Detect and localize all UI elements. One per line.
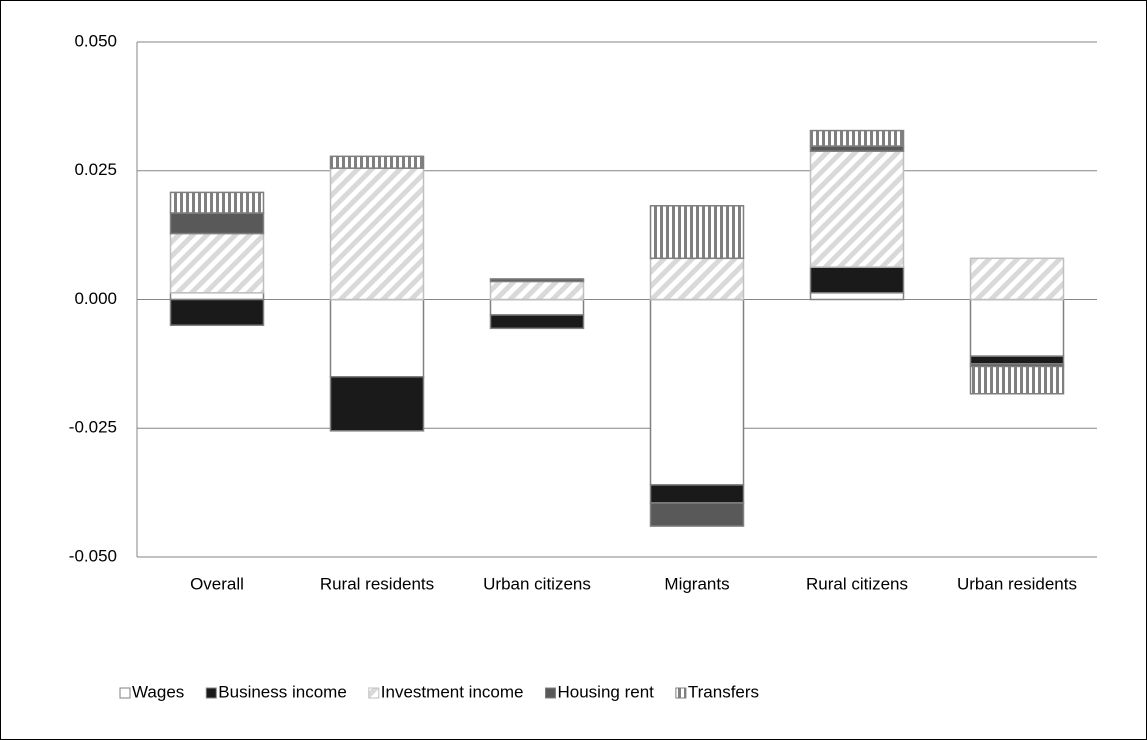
legend-swatch [544,687,556,699]
y-tick-label: -0.025 [69,418,117,437]
x-tick-label: Rural residents [320,574,434,593]
bar-segment [649,484,745,504]
bar-segment [169,298,265,326]
bar-segment [489,278,585,283]
y-tick-label: -0.050 [69,546,117,565]
bar-segment [169,191,265,214]
x-tick-label: Migrants [664,574,729,593]
y-tick-label: 0.000 [74,289,117,308]
legend-swatch [205,687,217,699]
legend-label: Wages [132,682,184,701]
bar-segment [489,314,585,330]
bar-segment [649,205,745,260]
bar-segment [329,167,425,301]
bar-segment [809,292,905,301]
legend-label: Housing rent [557,682,654,701]
bar-segment [169,232,265,294]
bar-segment [489,280,585,301]
y-tick-label: 0.025 [74,160,117,179]
legend-label: Transfers [688,682,759,701]
bar-segment [649,298,745,486]
grid [136,41,1097,558]
bar-segment [329,298,425,378]
labels: -0.050 -0.025 0.000 0.025 0.050 Overall Rural … [69,31,1077,701]
legend-label: Business income [218,682,347,701]
bar-segment [969,298,1065,357]
legend-swatch [368,687,380,699]
bar-segment [329,376,425,432]
bar-segment [809,150,905,268]
bar-segment [809,145,905,152]
x-tick-label: Rural citizens [806,574,908,593]
bar-segment [809,129,905,147]
bar-segment [969,355,1065,365]
x-tick-label: Urban residents [957,574,1077,593]
bars [169,129,1065,527]
bar-segment [969,365,1065,395]
bar-segment [969,257,1065,301]
legend-swatch [675,687,687,699]
bar-segment [489,298,585,316]
bar-segment [169,212,265,235]
x-tick-label: Overall [190,574,244,593]
legend-swatch [119,687,131,699]
bar-segment [649,257,745,301]
bar-segment [809,266,905,294]
legend-label: Investment income [381,682,524,701]
x-tick-label: Urban citizens [483,574,591,593]
y-tick-label: 0.050 [74,31,117,50]
bar-segment [329,155,425,169]
bar-segment [649,502,745,527]
bar-segment [169,292,265,301]
